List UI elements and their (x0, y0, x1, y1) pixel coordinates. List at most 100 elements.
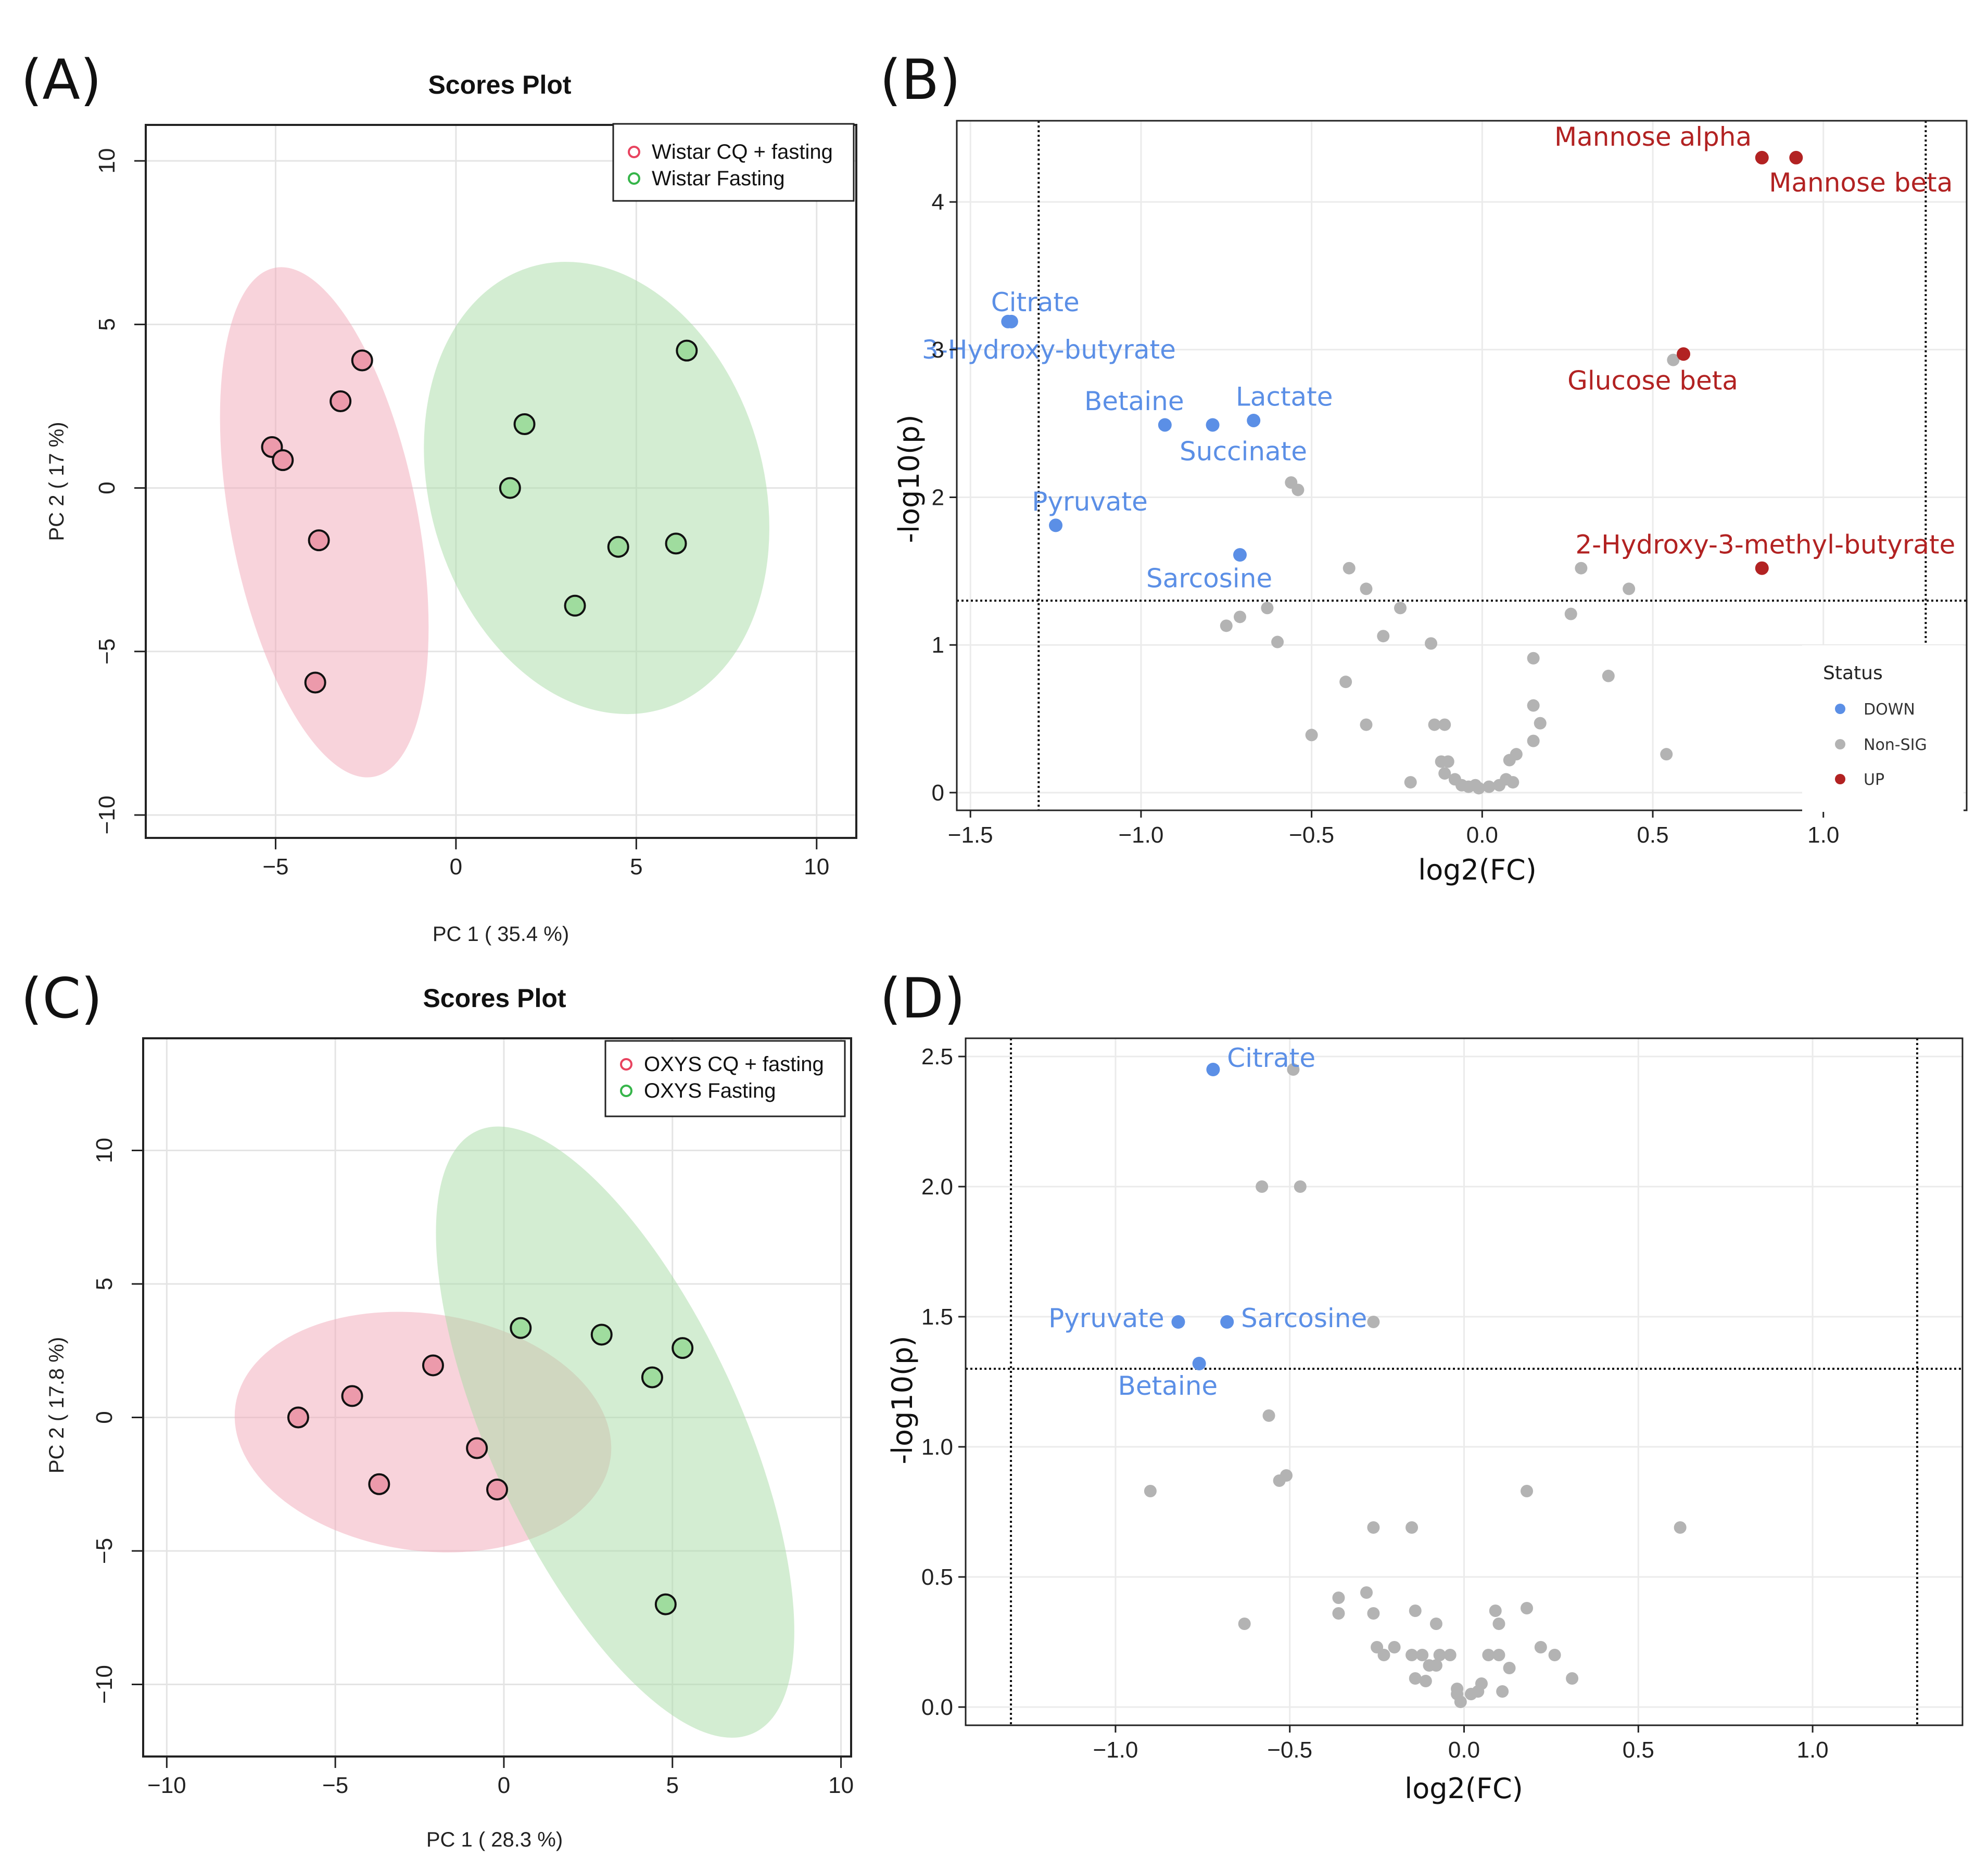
confidence-ellipse-0 (220, 267, 429, 778)
x-tick-label: −5 (322, 1773, 348, 1798)
panel-letter-b: (B) (880, 48, 960, 112)
up-point (1755, 150, 1769, 164)
nonsig-point (1367, 1607, 1380, 1620)
y-tick-label: 3 (932, 337, 944, 363)
nonsig-point (1483, 780, 1496, 793)
y-ticks-c: −10 −5 0 5 10 (92, 1138, 143, 1704)
up-point (1789, 150, 1803, 164)
plot-frame-c (142, 1037, 852, 1758)
y-axis-label-a: PC 2 ( 17 %) (45, 422, 68, 541)
x-ticks-b: −1.5 −1.0 −0.5 0.0 0.5 1.0 (948, 810, 1839, 848)
nonsig-point (1475, 1677, 1488, 1690)
panel-letter-c: (C) (21, 966, 103, 1030)
y-tick-label: 4 (932, 189, 944, 215)
nonsig-point (1503, 1662, 1516, 1674)
down-point (1233, 548, 1247, 562)
chart-title-a: Scores Plot (428, 70, 571, 99)
score-point (341, 1385, 363, 1407)
score-point (590, 1323, 613, 1346)
point-label: Succinate (1180, 437, 1307, 467)
score-point (287, 1406, 309, 1429)
nonsig-point (1238, 1618, 1251, 1630)
nonsig-point (1660, 748, 1673, 761)
score-point (654, 1593, 677, 1615)
x-tick-label: −0.5 (1267, 1737, 1312, 1763)
nonsig-point (1343, 562, 1356, 575)
nonsig-point (1367, 1521, 1380, 1534)
score-point (304, 671, 326, 694)
x-tick-label: −5 (262, 854, 288, 880)
grid-d (966, 1038, 1962, 1725)
legend-label-c1: OXYS Fasting (644, 1079, 776, 1102)
score-point (272, 449, 294, 472)
status-label-down: DOWN (1864, 701, 1915, 719)
nonsig-point (1360, 718, 1373, 731)
point-label: Glucose beta (1567, 365, 1738, 396)
y-tick-label: −10 (94, 796, 120, 835)
nonsig-point (1482, 1649, 1495, 1661)
chart-title-c: Scores Plot (423, 984, 566, 1013)
nonsig-point (1521, 1485, 1534, 1497)
nonsig-point (1510, 748, 1523, 761)
panel-letter-d: (D) (880, 966, 965, 1030)
nonsig-point (1332, 1607, 1345, 1620)
x-tick-label: −1.0 (1093, 1737, 1138, 1763)
volcano-chart-b: Mannose alpha Mannose beta Glucose beta 2-H… (893, 120, 1968, 886)
nonsig-point (1527, 699, 1540, 712)
status-marker-up (1835, 774, 1845, 784)
legend-a: Wistar CQ + fasting Wistar Fasting (612, 123, 855, 202)
nonsig-point (1429, 1659, 1442, 1672)
x-tick-label: 5 (666, 1773, 679, 1798)
y-tick-label: −5 (94, 639, 120, 665)
score-point (422, 1354, 444, 1377)
score-point (641, 1366, 663, 1389)
nonsig-point (1409, 1672, 1422, 1685)
confidence-ellipse-1 (424, 262, 769, 715)
x-tick-label: −1.0 (1118, 822, 1163, 848)
y-tick-label: 1.5 (921, 1304, 953, 1330)
nonsig-point (1527, 652, 1540, 665)
nonsig-point (1144, 1485, 1157, 1497)
point-label: Sarcosine (1146, 564, 1272, 594)
point-labels-d: Citrate Pyruvate Sarcosine Betaine (1048, 1043, 1367, 1401)
legend-c: OXYS CQ + fasting OXYS Fasting (604, 1040, 846, 1117)
legend-box-a (612, 123, 855, 202)
x-axis-label-c: PC 1 ( 28.3 %) (426, 1828, 563, 1851)
nonsig-point (1394, 602, 1407, 615)
nonsig-point (1548, 1649, 1561, 1661)
x-tick-label: 10 (804, 854, 829, 880)
x-axis-label-b: log2(FC) (1418, 854, 1537, 886)
thresholds-d (966, 1038, 1962, 1725)
point-label: Citrate (1227, 1043, 1315, 1073)
nonsig-point (1492, 1618, 1505, 1630)
score-point (672, 1337, 694, 1359)
legend-marker-c0 (620, 1058, 632, 1071)
status-legend-box-b (1802, 645, 1964, 812)
score-point (486, 1478, 508, 1500)
status-marker-nonsig (1835, 739, 1845, 749)
point-label: Lactate (1236, 382, 1333, 412)
plot-frame-a (145, 124, 857, 839)
nonsig-point (1496, 1685, 1509, 1698)
status-label-nonsig: Non-SIG (1864, 736, 1927, 754)
nonsig-point (1416, 1649, 1429, 1661)
y-tick-label: 2.5 (921, 1044, 953, 1070)
x-ticks-d: −1.0 −0.5 0.0 0.5 1.0 (1093, 1725, 1829, 1763)
nonsig-point (1360, 582, 1373, 595)
plot-area-b (957, 121, 1967, 810)
y-axis-label-d: -log10(p) (886, 1336, 919, 1465)
nonsig-point (1534, 717, 1547, 730)
nonsig-point (1388, 1641, 1401, 1653)
nonsig-point (1489, 1605, 1502, 1617)
score-point (665, 532, 687, 555)
point-label: Sarcosine (1241, 1303, 1367, 1333)
nonsig-point (1291, 483, 1305, 497)
nonsig-point (1575, 562, 1588, 575)
nonsig-point (1443, 1649, 1457, 1661)
y-ticks-b: 0 1 2 3 4 (932, 189, 957, 806)
y-tick-label: 10 (94, 148, 120, 174)
x-axis-label-d: log2(FC) (1404, 1772, 1523, 1805)
down-point (1171, 1315, 1185, 1329)
ellipses-c (234, 1126, 794, 1738)
nonsig-point (1405, 1521, 1419, 1534)
